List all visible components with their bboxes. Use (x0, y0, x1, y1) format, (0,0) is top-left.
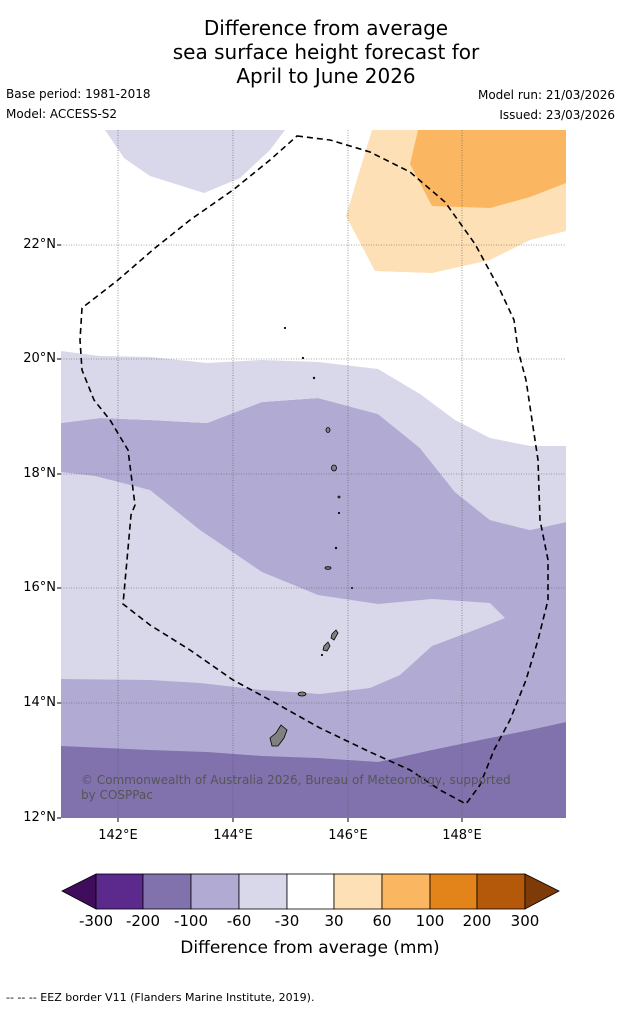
fdm-island (350, 587, 353, 590)
alamagan-island (337, 495, 341, 499)
copyright-credit: © Commonwealth of Australia 2026, Bureau… (81, 773, 511, 802)
maug-island (301, 356, 305, 360)
lat-label-14: 14°N (23, 695, 56, 710)
anatahan-island (324, 566, 332, 570)
contour-band-plus60 (410, 130, 566, 208)
colorbar-swatch-9 (476, 873, 526, 910)
colorbar-tick-label: -200 (125, 912, 161, 930)
colorbar (61, 873, 560, 910)
lon-label-142: 142°E (98, 828, 138, 843)
colorbar-below-min (61, 873, 97, 910)
axis-ticks (57, 244, 463, 822)
lon-label-146: 146°E (328, 828, 368, 843)
sarigan-island (334, 546, 338, 550)
lon-label-148: 148°E (442, 828, 482, 843)
colorbar-tick-label: -100 (173, 912, 209, 930)
colorbar-swatch-1 (95, 873, 144, 910)
colorbar-above-max (524, 873, 560, 910)
colorbar-swatch-6 (333, 873, 383, 910)
colorbar-swatch-7 (381, 873, 431, 910)
colorbar-tick-label: -30 (274, 912, 300, 930)
guam-island (269, 724, 288, 747)
colorbar-swatch-5 (286, 873, 335, 910)
map-title: Difference from average sea surface heig… (172, 16, 480, 88)
colorbar-tick-label: 100 (415, 912, 445, 930)
issued-date: Issued: 23/03/2026 (499, 108, 615, 122)
contour-band-minus200 (61, 722, 566, 818)
eez-border (79, 135, 549, 806)
eez-legend-note: -- -- -- EEZ border V11 (Flanders Marine… (6, 991, 315, 1004)
colorbar-tick-label: 60 (372, 912, 392, 930)
colorbar-tick-label: 300 (510, 912, 540, 930)
cocos-island (320, 653, 324, 657)
model-run: Model run: 21/03/2026 (477, 88, 615, 102)
colorbar-swatch-4 (238, 873, 288, 910)
model-name: Model: ACCESS-S2 (6, 107, 118, 121)
pagan-island (331, 464, 337, 472)
colorbar-title: Difference from average (mm) (180, 938, 440, 958)
lat-label-22: 22°N (23, 237, 56, 252)
agrihan-island (325, 427, 331, 433)
colorbar-swatch-8 (429, 873, 478, 910)
asuncion-island (312, 376, 316, 380)
base-period: Base period: 1981-2018 (6, 87, 151, 101)
contour-band-minus60-north (61, 351, 566, 530)
lat-label-20: 20°N (23, 351, 56, 366)
contour-blob-northwest (105, 130, 285, 193)
colorbar-tick-label: -300 (78, 912, 114, 930)
lat-label-18: 18°N (23, 466, 56, 481)
uracas-island (283, 326, 287, 330)
colorbar-tick-label: 30 (324, 912, 344, 930)
guguan-island (337, 511, 341, 515)
lat-label-12: 12°N (23, 810, 56, 825)
graticule (61, 130, 566, 818)
rota-island (297, 691, 307, 697)
islands (269, 326, 353, 747)
sea-height-contours (61, 130, 566, 818)
colorbar-tick-label: 200 (462, 912, 492, 930)
saipan-island (330, 629, 339, 641)
colorbar-swatch-2 (142, 873, 192, 910)
tinian-island (322, 641, 331, 652)
lon-label-144: 144°E (213, 828, 253, 843)
lat-label-16: 16°N (23, 580, 56, 595)
colorbar-tick-label: -60 (226, 912, 252, 930)
colorbar-swatch-3 (190, 873, 240, 910)
